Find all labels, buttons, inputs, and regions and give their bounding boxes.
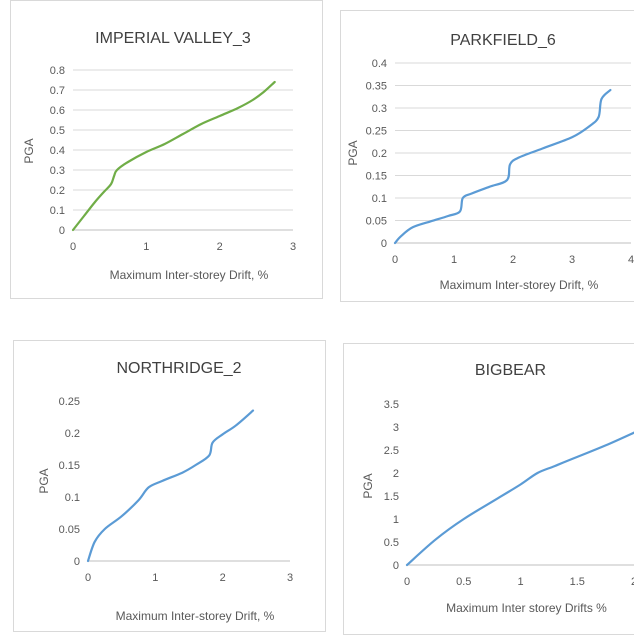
chart-title: PARKFIELD_6 bbox=[450, 32, 556, 49]
y-tick-label: 3.5 bbox=[384, 399, 399, 411]
y-tick-label: 0.15 bbox=[59, 460, 80, 472]
y-tick-label: 2.5 bbox=[384, 445, 399, 457]
y-tick-label: 0.5 bbox=[384, 537, 399, 549]
x-axis-label: Maximum Inter storey Drifts % bbox=[446, 601, 607, 615]
y-tick-label: 0.4 bbox=[50, 145, 65, 157]
y-tick-label: 0.3 bbox=[372, 103, 387, 115]
y-tick-label: 0.3 bbox=[50, 165, 65, 177]
y-tick-label: 0.2 bbox=[372, 148, 387, 160]
y-tick-label: 0.25 bbox=[59, 396, 80, 408]
y-tick-label: 0.35 bbox=[366, 81, 387, 93]
chart-svg: NORTHRIDGE_2 0 0.05 0.1 0.15 0.2 0.25 0 1 2 3 Maxim… bbox=[37, 360, 293, 623]
chart-svg: PARKFIELD_6 0 0.05 0.1 0.15 0.2 0.25 0.3 0.35 0.4… bbox=[346, 32, 634, 292]
y-tick-label: 0.5 bbox=[50, 125, 65, 137]
series-line bbox=[71, 80, 276, 232]
chart-imperial-valley: IMPERIAL VALLEY_3 0 0.1 0.2 0.3 0.4 0.5 0.6 0.7 0… bbox=[10, 0, 323, 299]
y-tick-label: 0.1 bbox=[50, 205, 65, 217]
y-tick-label: 2 bbox=[393, 468, 399, 480]
y-tick-label: 0.7 bbox=[50, 85, 65, 97]
chart-title: NORTHRIDGE_2 bbox=[116, 360, 241, 377]
series-line bbox=[86, 409, 255, 563]
y-tick-label: 0.2 bbox=[65, 428, 80, 440]
x-tick-label: 0 bbox=[85, 572, 91, 584]
x-tick-label: 1 bbox=[143, 241, 149, 253]
x-axis-label: Maximum Inter-storey Drift, % bbox=[116, 609, 275, 623]
x-axis-label: Maximum Inter-storey Drift, % bbox=[110, 268, 269, 282]
y-tick-label: 0.15 bbox=[366, 171, 387, 183]
x-tick-label: 2 bbox=[631, 576, 634, 588]
y-tick-label: 0 bbox=[393, 560, 399, 572]
x-tick-label: 2 bbox=[217, 241, 223, 253]
y-tick-label: 0.2 bbox=[50, 185, 65, 197]
y-tick-label: 0 bbox=[381, 238, 387, 250]
y-tick-label: 1.5 bbox=[384, 491, 399, 503]
y-axis-label: PGA bbox=[346, 140, 360, 165]
x-tick-label: 3 bbox=[287, 572, 293, 584]
x-tick-label: 1 bbox=[152, 572, 158, 584]
x-tick-label: 0.5 bbox=[456, 576, 471, 588]
chart-bigbear: BIGBEAR 0 0.5 1 1.5 2 2.5 3 3.5 0 0.5 1 1.5 2 Maximum … bbox=[343, 343, 634, 635]
x-tick-label: 0 bbox=[70, 241, 76, 253]
chart-parkfield: PARKFIELD_6 0 0.05 0.1 0.15 0.2 0.25 0.3 0.35 0.4… bbox=[340, 10, 634, 302]
series-line bbox=[405, 431, 634, 567]
y-axis-label: PGA bbox=[361, 473, 375, 498]
y-tick-label: 0.1 bbox=[65, 492, 80, 504]
y-tick-label: 0.4 bbox=[372, 58, 387, 70]
x-tick-label: 3 bbox=[569, 254, 575, 266]
chart-svg: BIGBEAR 0 0.5 1 1.5 2 2.5 3 3.5 0 0.5 1 1.5 2 Maximum … bbox=[361, 362, 634, 615]
x-tick-label: 0 bbox=[392, 254, 398, 266]
x-tick-label: 1 bbox=[451, 254, 457, 266]
chart-title: IMPERIAL VALLEY_3 bbox=[95, 30, 251, 47]
y-tick-label: 0.05 bbox=[366, 216, 387, 228]
x-tick-label: 1.5 bbox=[570, 576, 585, 588]
y-tick-label: 0.6 bbox=[50, 105, 65, 117]
x-tick-label: 0 bbox=[404, 576, 410, 588]
y-axis-label: PGA bbox=[22, 138, 36, 163]
x-tick-label: 2 bbox=[220, 572, 226, 584]
y-tick-label: 0.05 bbox=[59, 524, 80, 536]
y-tick-label: 1 bbox=[393, 514, 399, 526]
x-tick-label: 1 bbox=[517, 576, 523, 588]
x-tick-label: 4 bbox=[628, 254, 634, 266]
y-tick-label: 0 bbox=[74, 556, 80, 568]
y-axis-label: PGA bbox=[37, 468, 51, 493]
y-tick-label: 0.25 bbox=[366, 126, 387, 138]
chart-northridge: NORTHRIDGE_2 0 0.05 0.1 0.15 0.2 0.25 0 1 2 3 Maxim… bbox=[13, 340, 326, 632]
chart-title: BIGBEAR bbox=[475, 362, 546, 379]
series-line bbox=[393, 88, 612, 245]
x-axis-label: Maximum Inter-storey Drift, % bbox=[440, 278, 599, 292]
y-tick-label: 3 bbox=[393, 422, 399, 434]
chart-svg: IMPERIAL VALLEY_3 0 0.1 0.2 0.3 0.4 0.5 0.6 0.7 0… bbox=[22, 30, 296, 282]
x-tick-label: 2 bbox=[510, 254, 516, 266]
x-tick-label: 3 bbox=[290, 241, 296, 253]
y-tick-label: 0 bbox=[59, 225, 65, 237]
y-tick-label: 0.1 bbox=[372, 193, 387, 205]
y-tick-label: 0.8 bbox=[50, 65, 65, 77]
